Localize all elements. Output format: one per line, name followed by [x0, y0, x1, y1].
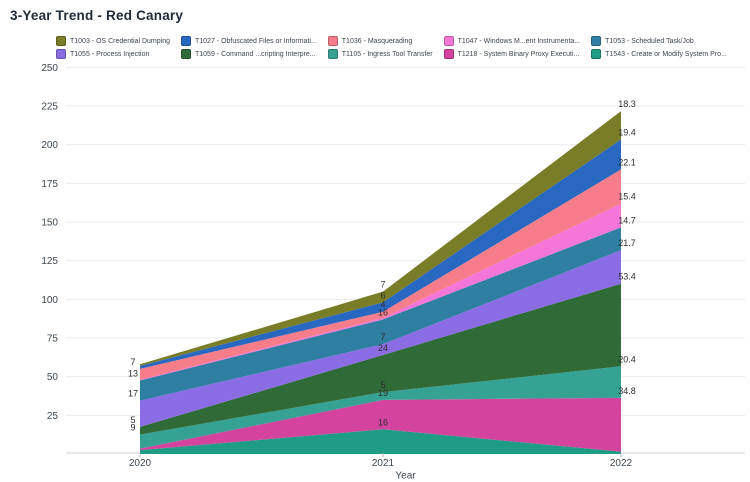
legend-swatch-T1105 [327, 49, 338, 59]
data-label-T1036: 22.1 [618, 157, 636, 167]
legend-column: T1003 - OS Credential Dumping T1055 - Pro… [56, 36, 170, 59]
chart-title: 3-Year Trend - Red Canary [10, 8, 184, 23]
legend-label-T1036: T1036 - Masquerading [341, 37, 413, 45]
data-label-T1003: 18.3 [618, 99, 636, 109]
data-label-T1055: 7 [380, 332, 385, 342]
legend-label-T1218: T1218 - System Binary Proxy Executi... [457, 50, 580, 58]
x-tick-label: 2020 [129, 458, 152, 469]
legend-item-T1105[interactable]: T1105 - Ingress Tool Transfer [327, 49, 433, 59]
legend-label-T1055: T1055 - Process Injection [70, 50, 150, 58]
data-label-T1053: 16 [378, 307, 388, 317]
data-label-T1036: 4 [380, 300, 385, 310]
data-label-T1059: 24 [378, 343, 388, 353]
legend-item-T1003[interactable]: T1003 - OS Credential Dumping [56, 36, 170, 46]
legend-item-T1218[interactable]: T1218 - System Binary Proxy Executi... [443, 49, 581, 59]
x-axis-title: Year [395, 471, 416, 482]
x-tick-label: 2021 [372, 458, 395, 469]
area-T1053[interactable] [140, 227, 621, 401]
area-T1055[interactable] [140, 250, 621, 427]
legend-item-T1543[interactable]: T1543 - Create or Modify System Pro... [591, 49, 727, 59]
data-label-T1059: 5 [130, 415, 135, 425]
data-label-T1055: 21.7 [618, 238, 636, 248]
data-label-T1543: 16 [378, 417, 388, 427]
legend-item-T1036[interactable]: T1036 - Masquerading [327, 36, 433, 46]
legend-label-T1059: T1059 - Command ...cripting Interpre... [195, 50, 316, 58]
area-T1105[interactable] [140, 366, 621, 449]
y-tick-label: 200 [41, 140, 58, 151]
data-label-T1055: 17 [128, 389, 138, 399]
legend-label-T1053: T1053 - Scheduled Task/Job [605, 37, 694, 45]
y-tick-label: 25 [47, 411, 59, 422]
legend-swatch-T1055 [56, 49, 66, 59]
legend-item-T1027[interactable]: T1027 - Obfuscated Files or Informati... [181, 36, 317, 46]
data-label-T1027: 19.4 [618, 127, 636, 137]
data-label-T1053: 14.7 [618, 215, 636, 225]
data-label-T1218: 19 [378, 388, 388, 398]
legend-label-T1047: T1047 - Windows M...ent Instrumenta... [457, 37, 581, 45]
data-label-T1059: 53.4 [618, 272, 636, 282]
legend-item-T1047[interactable]: T1047 - Windows M...ent Instrumenta... [443, 36, 581, 46]
y-tick-label: 250 [41, 63, 58, 74]
y-tick-label: 75 [47, 333, 59, 344]
y-tick-label: 50 [47, 372, 59, 383]
data-label-T1105: 20.4 [618, 354, 636, 364]
legend-swatch-T1036 [327, 36, 338, 46]
y-tick-label: 175 [41, 179, 58, 190]
data-label-T1105: 5 [380, 380, 385, 390]
legend-swatch-T1059 [181, 49, 191, 59]
legend-column: T1047 - Windows M...ent Instrumenta... T1… [443, 36, 581, 59]
data-label-T1053: 13 [128, 369, 138, 379]
legend-column: T1053 - Scheduled Task/Job T1543 - Create… [591, 36, 727, 59]
legend-label-T1027: T1027 - Obfuscated Files or Informati... [195, 37, 317, 45]
data-label-T1105: 9 [130, 423, 135, 433]
y-tick-label: 225 [41, 101, 58, 112]
legend-column: T1027 - Obfuscated Files or Informati...… [181, 36, 317, 59]
data-label-T1036: 7 [130, 357, 135, 367]
y-tick-label: 150 [41, 217, 58, 228]
area-T1218[interactable] [140, 397, 621, 452]
y-tick-label: 100 [41, 295, 58, 306]
legend-swatch-T1027 [181, 36, 191, 46]
legend-swatch-T1543 [591, 49, 602, 59]
data-label-T1027: 6 [380, 290, 385, 300]
legend-item-T1059[interactable]: T1059 - Command ...cripting Interpre... [181, 49, 317, 59]
legend-label-T1543: T1543 - Create or Modify System Pro... [605, 50, 727, 58]
data-label-T1218: 34.8 [618, 386, 636, 396]
legend: T1003 - OS Credential Dumping T1055 - Pro… [56, 36, 746, 59]
area-T1059[interactable] [140, 283, 621, 435]
area-T1036[interactable] [140, 169, 621, 380]
legend-label-T1105: T1105 - Ingress Tool Transfer [341, 50, 433, 58]
legend-item-T1053[interactable]: T1053 - Scheduled Task/Job [591, 36, 727, 46]
data-label-T1047: 15.4 [618, 192, 636, 202]
legend-swatch-T1218 [443, 49, 454, 59]
legend-swatch-T1047 [443, 36, 454, 46]
y-tick-label: 125 [41, 256, 58, 267]
data-label-T1003: 7 [380, 280, 385, 290]
legend-column: T1036 - Masquerading T1105 - Ingress Tool… [327, 36, 433, 59]
legend-swatch-T1053 [591, 36, 602, 46]
area-T1543[interactable] [140, 429, 621, 454]
legend-label-T1003: T1003 - OS Credential Dumping [70, 37, 170, 45]
legend-swatch-T1003 [56, 36, 66, 46]
x-tick-label: 2022 [610, 458, 633, 469]
legend-item-T1055[interactable]: T1055 - Process Injection [56, 49, 170, 59]
